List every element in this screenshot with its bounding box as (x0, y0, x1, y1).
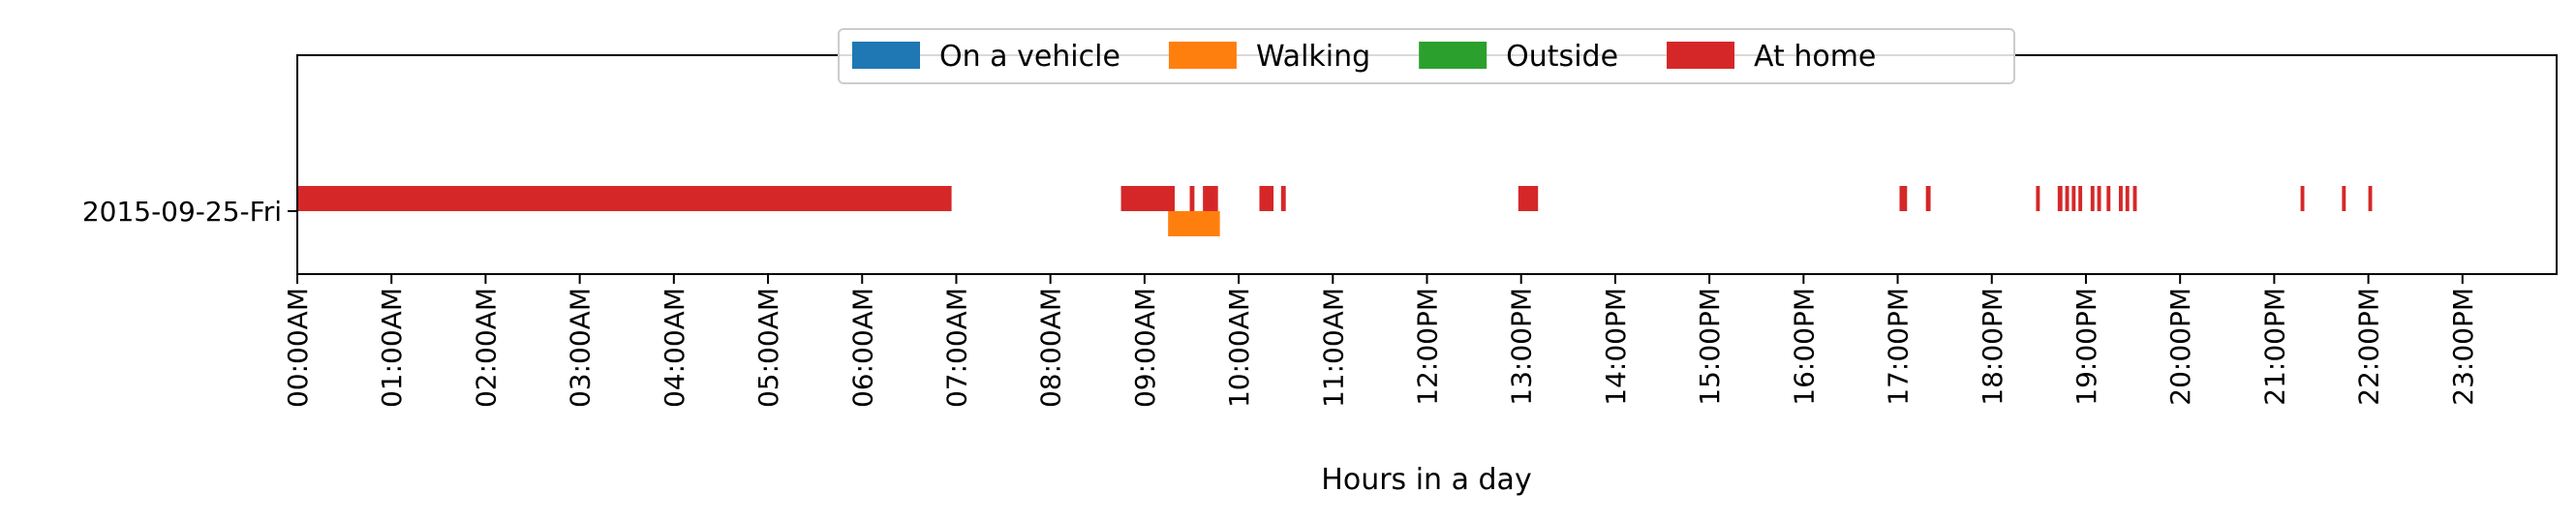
bar-at-home-4 (1259, 186, 1274, 211)
legend-swatch-walking (1168, 42, 1237, 69)
x-tick-label-17: 17:00PM (1883, 288, 1915, 406)
x-tick-label-16: 16:00PM (1788, 288, 1820, 406)
bar-at-home-15 (2097, 186, 2101, 211)
legend-swatch-at-home (1667, 42, 1735, 69)
bar-at-home-9 (2036, 186, 2040, 211)
x-tick-label-21: 21:00PM (2258, 288, 2290, 406)
bar-at-home-11 (2065, 186, 2070, 211)
legend-label-outside: Outside (1506, 40, 1618, 74)
x-tick-label-4: 04:00AM (659, 288, 690, 408)
x-tick-label-5: 05:00AM (752, 288, 784, 408)
x-tick-label-20: 20:00PM (2164, 288, 2196, 406)
legend-swatch-outside (1419, 42, 1487, 69)
x-tick-label-8: 08:00AM (1035, 288, 1067, 408)
bar-at-home-5 (1280, 186, 1286, 211)
bar-at-home-13 (2078, 186, 2083, 211)
x-tick-label-10: 10:00AM (1223, 288, 1255, 408)
x-tick-label-11: 11:00AM (1317, 288, 1349, 408)
bar-at-home-22 (2368, 186, 2373, 211)
bar-at-home-6 (1518, 186, 1539, 211)
plot-frame (296, 54, 2558, 275)
bar-at-home-21 (2342, 186, 2346, 211)
x-tick-label-0: 00:00AM (282, 288, 314, 408)
bars-layer (297, 186, 2373, 236)
x-tick-label-23: 23:00PM (2447, 288, 2479, 406)
x-tick-label-19: 19:00PM (2070, 288, 2102, 406)
bar-at-home-8 (1925, 186, 1931, 211)
x-tick-label-13: 13:00PM (1506, 288, 1538, 406)
x-tick-label-14: 14:00PM (1600, 288, 1632, 406)
legend-label-on-a-vehicle: On a vehicle (939, 40, 1120, 74)
x-tick-label-1: 01:00AM (376, 288, 408, 408)
x-axis-title: Hours in a day (1321, 463, 1531, 497)
bar-at-home-2 (1189, 186, 1195, 211)
bar-walking-0 (1168, 211, 1220, 236)
x-tick-label-22: 22:00PM (2353, 288, 2385, 406)
bar-at-home-19 (2132, 186, 2137, 211)
legend-label-walking: Walking (1256, 40, 1370, 74)
x-tick-label-18: 18:00PM (1977, 288, 2009, 406)
x-tick-label-9: 09:00AM (1129, 288, 1161, 408)
bar-at-home-0 (297, 186, 952, 211)
bar-at-home-18 (2125, 186, 2130, 211)
x-tick-label-2: 02:00AM (470, 288, 502, 408)
bar-at-home-14 (2090, 186, 2095, 211)
legend-swatch-on-a-vehicle (852, 42, 920, 69)
bar-at-home-1 (1120, 186, 1175, 211)
bar-at-home-3 (1203, 186, 1218, 211)
legend-label-at-home: At home (1754, 40, 1876, 74)
bar-at-home-7 (1899, 186, 1908, 211)
y-tick-label-0: 2015-09-25-Fri (82, 196, 282, 228)
x-tick-label-6: 06:00AM (846, 288, 878, 408)
x-tick-label-15: 15:00PM (1694, 288, 1726, 406)
x-axis: 00:00AM 01:00AM 02:00AM 03:00AM 04:00AM 05:00… (282, 274, 2479, 408)
bar-at-home-20 (2300, 186, 2305, 211)
x-tick-label-3: 03:00AM (565, 288, 597, 408)
x-tick-label-12: 12:00PM (1412, 288, 1444, 406)
bar-at-home-16 (2106, 186, 2111, 211)
bar-at-home-10 (2057, 186, 2063, 211)
bar-at-home-17 (2118, 186, 2123, 211)
bar-at-home-12 (2071, 186, 2076, 211)
y-axis: 2015-09-25-Fri (82, 196, 297, 228)
x-tick-label-7: 07:00AM (940, 288, 972, 408)
legend: On a vehicle Walking Outside At home (838, 28, 2015, 84)
